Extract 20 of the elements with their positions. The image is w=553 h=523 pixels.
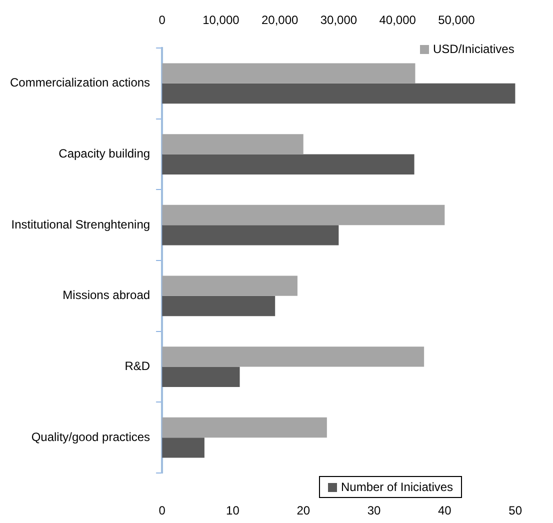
x2-tick-label: 10,000	[202, 13, 240, 28]
y-tick-label: Institutional Strenghtening	[11, 217, 150, 232]
legend-label: USD/Iniciatives	[433, 42, 514, 56]
x-tick-label: 50	[508, 504, 522, 518]
y-tick-label: Missions abroad	[62, 288, 150, 302]
x2-tick-label: 30,000	[320, 13, 358, 28]
y-tick-label: R&D	[124, 359, 150, 374]
x-tick-label: 30	[367, 504, 382, 518]
x2-tick-label: 50,000	[438, 13, 476, 28]
x2-tick-label: 20,000	[261, 13, 298, 28]
x-tick-label: 20	[296, 504, 310, 518]
x-tick-label: 40	[438, 504, 452, 518]
x2-tick-label: 0	[158, 13, 166, 28]
y-tick-label: Commercialization actions	[10, 76, 150, 90]
y-tick-label: Capacity building	[58, 146, 150, 161]
x-tick-label: 10	[226, 504, 240, 518]
y-tick-label: Quality/good practices	[31, 430, 150, 444]
x-tick-label: 0	[158, 504, 166, 518]
legend-label: Number of Iniciatives	[341, 480, 454, 494]
x2-tick-label: 40,000	[379, 13, 416, 28]
